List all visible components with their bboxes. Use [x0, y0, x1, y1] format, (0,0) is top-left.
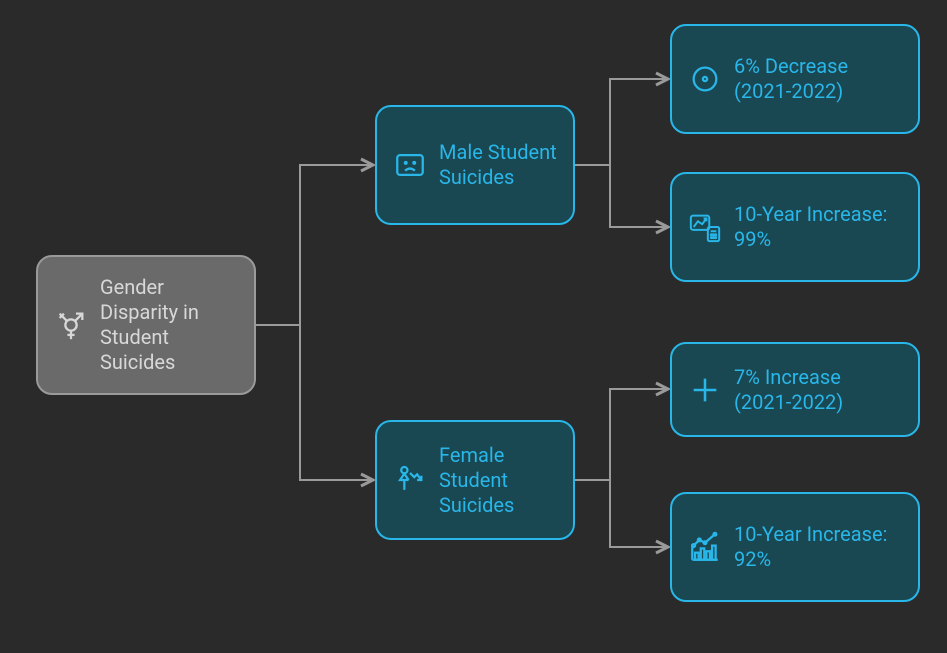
node-female-recent-label: 7% Increase (2021-2022): [734, 365, 902, 415]
transgender-icon: [54, 308, 88, 342]
disc-icon: [688, 62, 722, 96]
node-male-recent-label: 6% Decrease (2021-2022): [734, 54, 902, 104]
node-male-10yr: 10-Year Increase: 99%: [670, 172, 920, 282]
node-male-label: Male Student Suicides: [439, 140, 557, 190]
node-root: Gender Disparity in Student Suicides: [36, 255, 256, 395]
node-female-10yr: 10-Year Increase: 92%: [670, 492, 920, 602]
female-trend-icon: [393, 463, 427, 497]
node-female-10yr-label: 10-Year Increase: 92%: [734, 522, 902, 572]
chart-calc-icon: [688, 210, 722, 244]
node-female-label: Female Student Suicides: [439, 443, 557, 518]
node-male: Male Student Suicides: [375, 105, 575, 225]
node-male-10yr-label: 10-Year Increase: 99%: [734, 202, 902, 252]
plus-icon: [688, 373, 722, 407]
node-female-recent: 7% Increase (2021-2022): [670, 342, 920, 437]
sad-face-icon: [393, 148, 427, 182]
node-female: Female Student Suicides: [375, 420, 575, 540]
growth-chart-icon: [688, 530, 722, 564]
node-male-recent: 6% Decrease (2021-2022): [670, 24, 920, 134]
node-root-label: Gender Disparity in Student Suicides: [100, 275, 238, 375]
